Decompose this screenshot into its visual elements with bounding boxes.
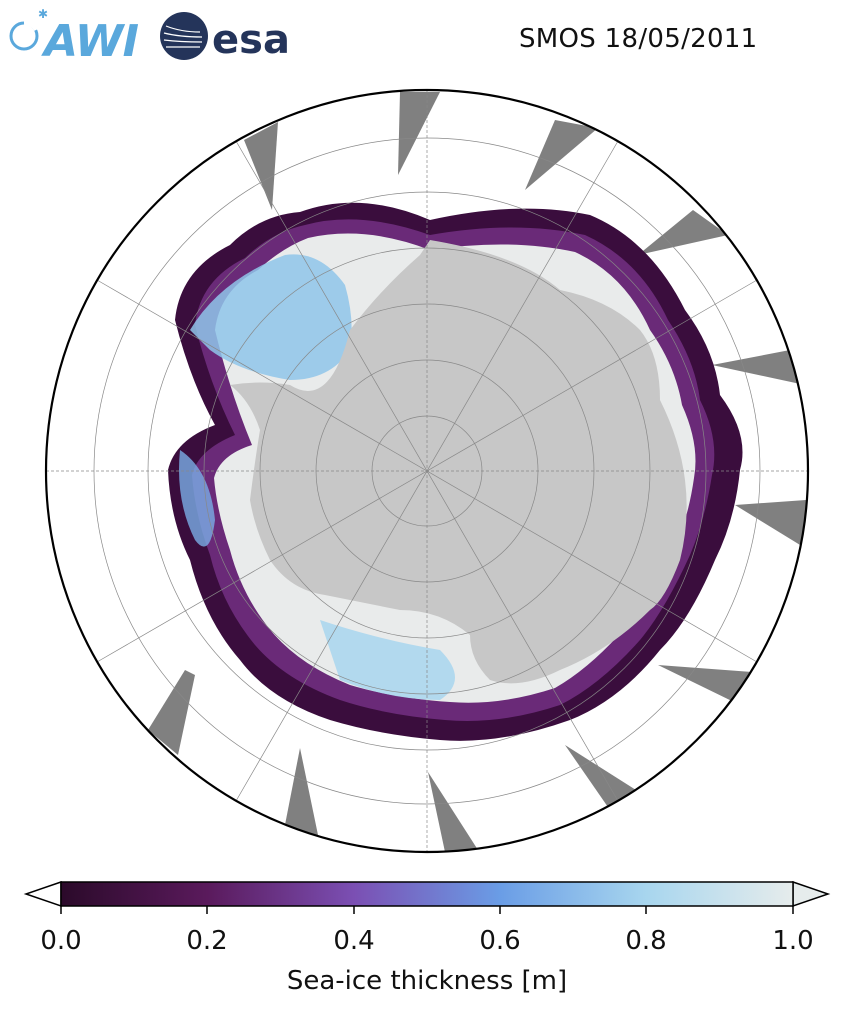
colorbar-tick-label: 0.4	[333, 926, 375, 956]
logo-area: ✱ AWI esa	[9, 7, 290, 66]
esa-logo-text: esa	[212, 17, 290, 63]
colorbar-tick-label: 0.0	[40, 926, 82, 956]
awi-logo-text: AWI	[41, 16, 139, 66]
colorbar-tick-label: 0.6	[479, 926, 521, 956]
no-data-wedges	[148, 92, 806, 852]
colorbar-tick-label: 0.8	[625, 926, 667, 956]
antarctica-land	[230, 240, 687, 684]
colorbar-gradient	[60, 881, 794, 907]
graticule	[46, 90, 808, 852]
colorbar-extend-low	[23, 880, 62, 908]
colorbar-label: Sea-ice thickness [m]	[286, 966, 568, 996]
colorbar	[23, 880, 831, 914]
svg-text:✱: ✱	[38, 7, 48, 21]
awi-logo: ✱ AWI	[9, 7, 139, 66]
colorbar-tick-label: 1.0	[772, 926, 814, 956]
esa-logo: esa	[160, 12, 290, 63]
colorbar-tick-label: 0.2	[186, 926, 228, 956]
map-boundary	[44, 88, 810, 854]
map-title: SMOS 18/05/2011	[519, 24, 758, 54]
colorbar-extend-high	[792, 880, 831, 908]
polar-map	[44, 88, 810, 854]
colorbar-ticks	[60, 906, 794, 914]
